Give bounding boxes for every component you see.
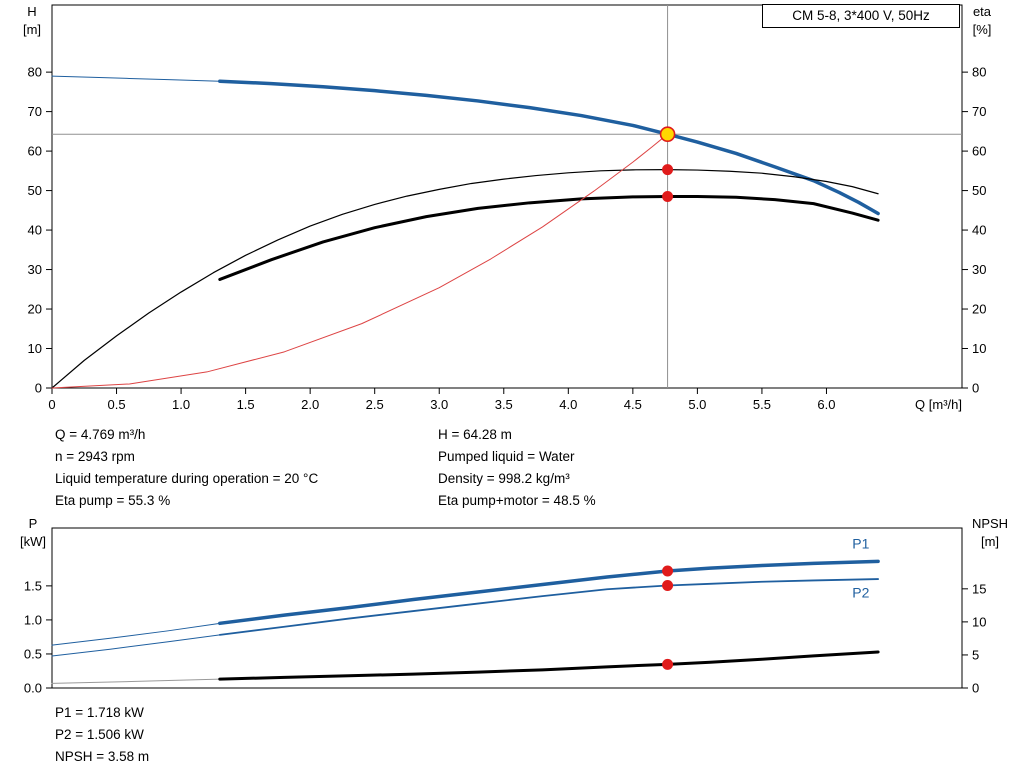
x-axis-label: Q [m³/h]: [915, 397, 962, 412]
duty-info-column-2: H = 64.28 m Pumped liquid = Water Densit…: [438, 424, 596, 512]
system-curve: [51, 133, 669, 389]
left-axis-title: P: [29, 516, 38, 531]
plot-frame: [51, 527, 963, 689]
info-line-eta-pump-motor: Eta pump+motor = 48.5 %: [438, 493, 596, 508]
tick-label: 0: [972, 681, 979, 696]
plot-frame: [51, 4, 963, 389]
series-label: P1: [852, 535, 869, 551]
tick-label: 0: [35, 381, 42, 396]
tick-label: 1.5: [24, 578, 42, 593]
info-line-eta-pump: Eta pump = 55.3 %: [55, 493, 171, 508]
operating-point-dot: [662, 565, 674, 577]
tick-label: 6.0: [817, 397, 835, 412]
tick-label: 10: [28, 341, 42, 356]
tick-label: 2.5: [366, 397, 384, 412]
power-info-column: P1 = 1.718 kW P2 = 1.506 kW NPSH = 3.58 …: [55, 702, 149, 768]
tick-label: 80: [972, 65, 986, 80]
eta-pump-curve: [51, 169, 879, 389]
tick-label: 1.5: [237, 397, 255, 412]
tick-label: 10: [972, 614, 986, 629]
tick-label: 0.5: [24, 646, 42, 661]
right-axis-title: [m]: [981, 534, 999, 549]
p2-thin-extension: [51, 634, 221, 657]
tick-label: 15: [972, 581, 986, 596]
tick-label: 60: [972, 144, 986, 159]
operating-point-dot: [662, 191, 674, 202]
tick-label: 70: [972, 104, 986, 119]
info-line-density: Density = 998.2 kg/m³: [438, 471, 570, 486]
tick-label: 30: [28, 262, 42, 277]
tick-label: 5: [972, 647, 979, 662]
tick-label: 0: [48, 397, 55, 412]
head-curve: [218, 79, 880, 216]
p1-thin-extension: [51, 622, 221, 646]
tick-label: 50: [28, 183, 42, 198]
chart-title-box: CM 5-8, 3*400 V, 50Hz: [762, 4, 960, 28]
npsh-thin-extension: [51, 678, 221, 684]
power-npsh-chart: 0.0 0.5 1.0 1.5 0 5 10 15 P [kW] NPSH [m] P1 P2: [20, 516, 1008, 696]
tick-label: 3.0: [430, 397, 448, 412]
tick-label: 5.0: [688, 397, 706, 412]
tick-label: 3.5: [495, 397, 513, 412]
tick-label: 0: [972, 381, 979, 396]
tick-label: 2.0: [301, 397, 319, 412]
info-line-pumped-liquid: Pumped liquid = Water: [438, 449, 575, 464]
info-line-liquid-temp: Liquid temperature during operation = 20…: [55, 471, 319, 486]
info-line-q: Q = 4.769 m³/h: [55, 427, 146, 442]
pump-curve-chart: 0 10 20 30 40 50 60 70 80 0 10 20 30 40 50 60 70 80 0 0.5 1.…: [23, 4, 992, 412]
info-line-npsh: NPSH = 3.58 m: [55, 749, 150, 764]
tick-label: 40: [28, 223, 42, 238]
operating-point-dot: [662, 579, 674, 591]
duty-point-marker[interactable]: [659, 126, 676, 142]
duty-info-column-1: Q = 4.769 m³/h n = 2943 rpm Liquid tempe…: [55, 424, 318, 512]
tick-label: 5.5: [753, 397, 771, 412]
tick-label: 1.0: [24, 612, 42, 627]
right-axis-title: NPSH: [972, 516, 1008, 531]
p1-curve: [218, 559, 880, 626]
info-line-speed: n = 2943 rpm: [55, 449, 135, 464]
tick-label: 40: [972, 223, 986, 238]
tick-label: 30: [972, 262, 986, 277]
tick-label: 50: [972, 183, 986, 198]
left-axis-title: H: [27, 4, 36, 19]
p2-curve: [218, 578, 879, 636]
operating-point-dot: [662, 658, 674, 670]
operating-point-dot: [662, 164, 674, 176]
tick-label: 4.5: [624, 397, 642, 412]
head-curve-thin-extension: [51, 75, 221, 82]
tick-label: 20: [972, 302, 986, 317]
tick-label: 70: [28, 104, 42, 119]
info-line-head: H = 64.28 m: [438, 427, 512, 442]
tick-label: 80: [28, 65, 42, 80]
tick-label: 0.0: [24, 681, 42, 696]
tick-label: 1.0: [172, 397, 190, 412]
left-axis-title: [kW]: [20, 534, 46, 549]
tick-label: 0.5: [107, 397, 125, 412]
right-axis-title: [%]: [973, 22, 992, 37]
tick-label: 10: [972, 341, 986, 356]
npsh-curve: [218, 650, 880, 681]
series-label: P2: [852, 584, 869, 600]
tick-label: 20: [28, 302, 42, 317]
eta-pump-motor-curve: [218, 195, 880, 281]
tick-label: 60: [28, 144, 42, 159]
left-axis-title: [m]: [23, 22, 41, 37]
info-line-p2: P2 = 1.506 kW: [55, 727, 144, 742]
info-line-p1: P1 = 1.718 kW: [55, 705, 144, 720]
tick-label: 4.0: [559, 397, 577, 412]
right-axis-title: eta: [973, 4, 992, 19]
